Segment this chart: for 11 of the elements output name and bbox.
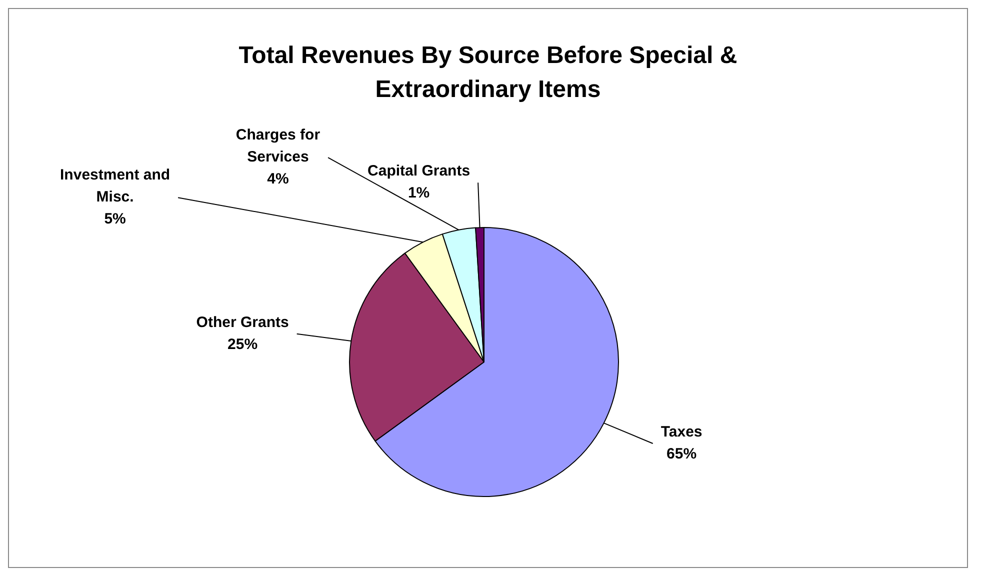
slice-label: Charges for Services [236, 126, 320, 166]
slice-label: Capital Grants [368, 162, 470, 180]
data-label: 25% [228, 336, 258, 354]
data-label: 65% [666, 446, 697, 463]
data-label: 4% [267, 170, 289, 188]
data-label: 5% [104, 210, 126, 228]
data-label: 1% [408, 184, 430, 202]
slice-label: Taxes [660, 424, 702, 441]
slice-label: Other Grants [196, 314, 289, 332]
chart-title: Total Revenues By Source Before Special & Extraordinary Items [238, 41, 738, 105]
slice-label: Investment and Misc. [60, 166, 170, 206]
